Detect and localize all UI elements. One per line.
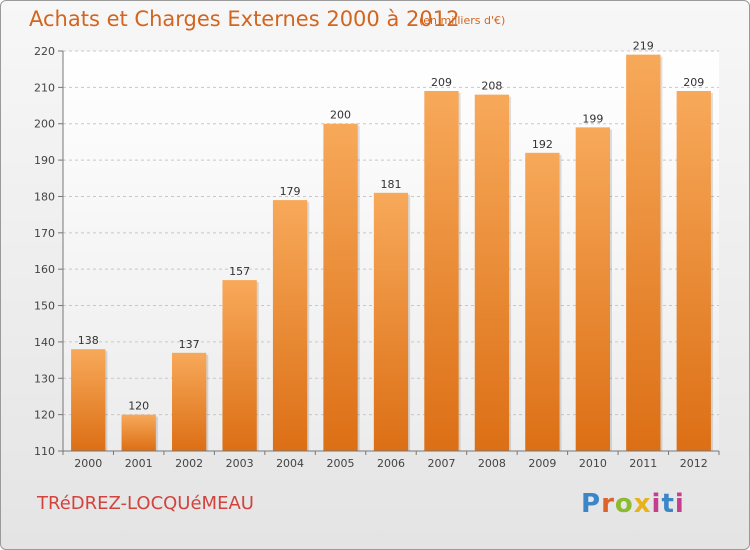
y-tick-label: 130 bbox=[34, 372, 55, 385]
data-labels: 138 120 137 157 179 200 181 209 208 192 199 219 209 bbox=[78, 40, 705, 413]
y-tick-label: 220 bbox=[34, 45, 55, 58]
x-tick-label: 2006 bbox=[377, 457, 405, 470]
logo-letter: P bbox=[581, 489, 602, 519]
logo-letter: i bbox=[651, 489, 662, 519]
x-tick-label: 2003 bbox=[226, 457, 254, 470]
y-axis: 110 120 130 140 150 160 170 180 190 200 210 220 bbox=[34, 45, 64, 458]
y-tick-label: 150 bbox=[34, 300, 55, 313]
y-tick-label: 200 bbox=[34, 118, 55, 131]
data-label: 179 bbox=[280, 185, 301, 198]
data-label: 138 bbox=[78, 334, 99, 347]
data-label: 157 bbox=[229, 265, 250, 278]
x-tick-label: 2004 bbox=[276, 457, 304, 470]
y-tick-label: 160 bbox=[34, 263, 55, 276]
chart-subtitle: (en milliers d'€) bbox=[419, 14, 506, 27]
y-tick-label: 180 bbox=[34, 190, 55, 203]
data-label: 192 bbox=[532, 138, 553, 151]
x-tick-label: 2002 bbox=[175, 457, 203, 470]
data-label: 181 bbox=[381, 178, 402, 191]
bar bbox=[626, 54, 661, 452]
town-name: TRéDREZ-LOCQUéMEAU bbox=[37, 493, 254, 514]
logo-letter: r bbox=[601, 489, 615, 519]
logo-letter: t bbox=[661, 489, 675, 519]
data-label: 199 bbox=[582, 112, 603, 125]
bar bbox=[373, 192, 409, 451]
bar bbox=[676, 91, 711, 451]
x-axis: 2000 2001 2002 2003 2004 2005 2006 2007 2008 2009… bbox=[62, 450, 720, 470]
bar bbox=[272, 200, 308, 451]
bar bbox=[222, 280, 257, 451]
data-label: 209 bbox=[683, 76, 704, 89]
bar bbox=[525, 152, 560, 451]
data-label: 209 bbox=[431, 76, 452, 89]
chart-title: Achats et Charges Externes 2000 à 2012 bbox=[29, 7, 460, 31]
data-label: 200 bbox=[330, 109, 351, 122]
logo-letter: x bbox=[633, 489, 652, 519]
bar bbox=[575, 127, 611, 451]
x-tick-label: 2005 bbox=[327, 457, 355, 470]
y-tick-label: 190 bbox=[34, 154, 55, 167]
logo-letter: i bbox=[674, 489, 685, 519]
x-tick-label: 2007 bbox=[427, 457, 455, 470]
data-label: 219 bbox=[633, 40, 654, 53]
y-tick-label: 140 bbox=[34, 336, 55, 349]
x-tick-label: 2011 bbox=[629, 457, 657, 470]
data-label: 120 bbox=[128, 400, 149, 413]
proxiti-logo[interactable]: Proxiti bbox=[581, 489, 685, 519]
y-tick-label: 110 bbox=[34, 445, 55, 458]
bar bbox=[323, 123, 358, 452]
x-tick-label: 2009 bbox=[528, 457, 556, 470]
logo-letter: o bbox=[614, 489, 634, 519]
data-label: 208 bbox=[481, 80, 502, 93]
y-tick-label: 210 bbox=[34, 81, 55, 94]
x-tick-label: 2012 bbox=[680, 457, 708, 470]
bars bbox=[71, 54, 713, 452]
x-tick-label: 2010 bbox=[579, 457, 607, 470]
x-tick-label: 2008 bbox=[478, 457, 506, 470]
bar bbox=[121, 414, 156, 451]
y-tick-label: 120 bbox=[34, 409, 55, 422]
y-tick-label: 170 bbox=[34, 227, 55, 240]
bar bbox=[474, 94, 510, 452]
bar bbox=[171, 352, 207, 451]
data-label: 137 bbox=[179, 338, 200, 351]
x-tick-label: 2001 bbox=[125, 457, 153, 470]
bar bbox=[71, 349, 106, 451]
x-tick-label: 2000 bbox=[74, 457, 102, 470]
bar bbox=[424, 91, 459, 451]
